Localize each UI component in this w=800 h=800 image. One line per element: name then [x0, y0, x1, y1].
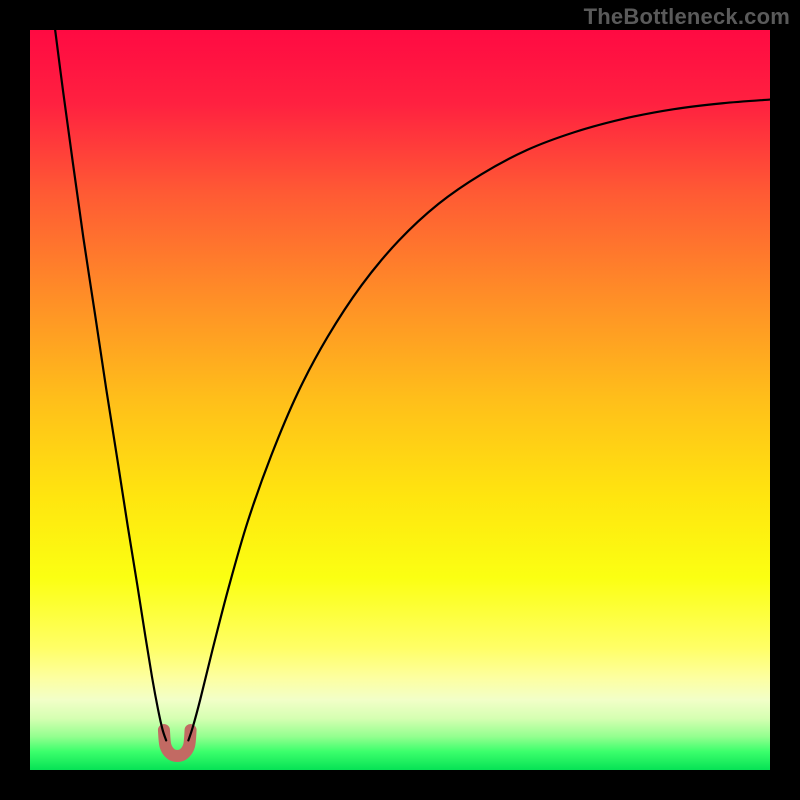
bottleneck-chart	[0, 0, 800, 800]
chart-stage: TheBottleneck.com	[0, 0, 800, 800]
plot-background	[30, 30, 770, 770]
